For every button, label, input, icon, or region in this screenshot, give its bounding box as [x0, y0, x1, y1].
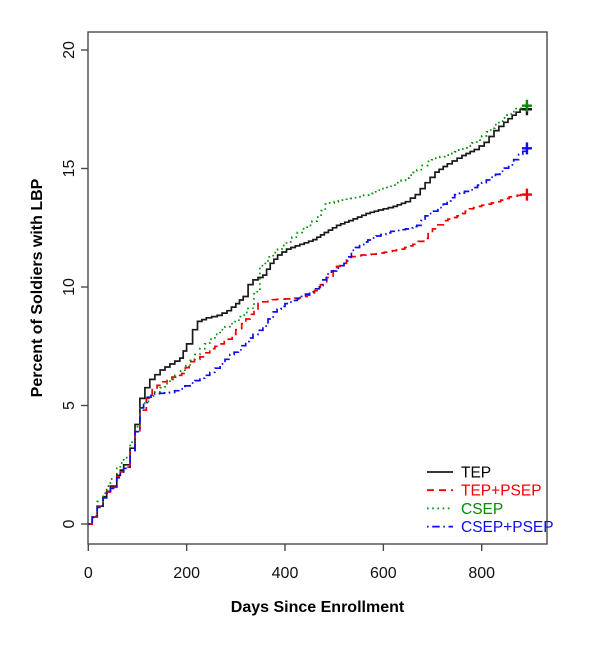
legend-label-csep-psep: CSEP+PSEP — [461, 519, 554, 536]
y-tick-label: 20 — [61, 41, 78, 59]
censor-mark-csep-psep — [521, 142, 532, 155]
y-tick-label: 10 — [61, 278, 78, 296]
y-tick-label: 5 — [61, 401, 78, 410]
censor-mark-tep-psep — [521, 188, 532, 201]
censor-mark-csep — [521, 99, 532, 112]
x-tick-label: 400 — [272, 565, 299, 582]
plot-box — [87, 31, 548, 545]
legend-label-csep: CSEP — [461, 501, 503, 518]
y-axis-title: Percent of Soldiers with LBP — [29, 178, 46, 398]
legend-label-tep-psep: TEP+PSEP — [461, 483, 542, 500]
series-line-csep — [88, 104, 527, 525]
series-line-tep-psep — [88, 193, 527, 525]
x-axis-title: Days Since Enrollment — [230, 599, 405, 616]
series-line-tep — [88, 108, 527, 525]
y-tick-label: 0 — [61, 519, 78, 528]
x-tick-label: 200 — [173, 565, 200, 582]
x-tick-label: 800 — [468, 565, 495, 582]
series-line-csep-psep — [88, 148, 528, 525]
y-tick-label: 15 — [61, 160, 78, 178]
legend-label-tep: TEP — [461, 465, 491, 482]
x-tick-label: 600 — [370, 565, 397, 582]
x-tick-label: 0 — [84, 565, 93, 582]
